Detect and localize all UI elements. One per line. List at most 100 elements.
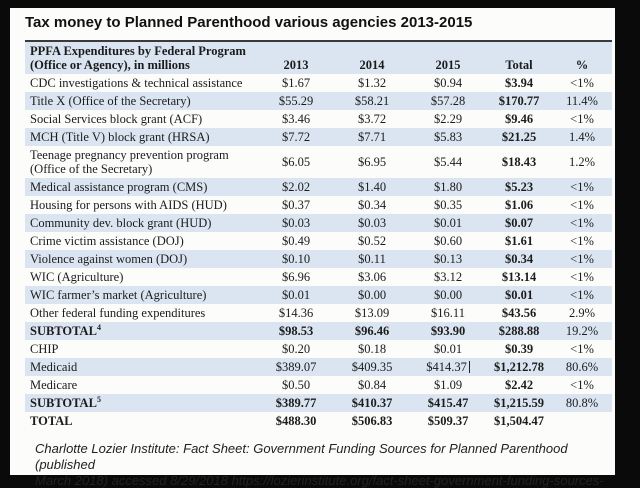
table-row: SUBTOTAL4 $98.53 $96.46 $93.90 $288.88 19.2% bbox=[25, 322, 612, 340]
cell-2015: $5.83 bbox=[433, 130, 463, 144]
cell-2014: $0.84 bbox=[357, 378, 387, 392]
row-label: MCH (Title V) block grant (HRSA) bbox=[30, 130, 210, 144]
column-header-2014: 2014 bbox=[334, 40, 410, 74]
table-body: CDC investigations & technical assistanc… bbox=[25, 74, 612, 430]
cell-2014: $0.11 bbox=[358, 252, 386, 266]
cell-percent bbox=[552, 412, 612, 430]
cell-2015: $415.47 bbox=[427, 396, 469, 410]
cell-2013: $1.67 bbox=[281, 76, 311, 90]
cell-total: $1.06 bbox=[504, 198, 534, 212]
cell-total: $0.01 bbox=[504, 288, 534, 302]
header-label-line1: PPFA Expenditures by Federal Program bbox=[30, 44, 246, 58]
cell-total: $21.25 bbox=[501, 130, 537, 144]
table-row: Medical assistance program (CMS) $2.02 $1.… bbox=[25, 178, 612, 196]
cell-2015: $1.80 bbox=[433, 180, 463, 194]
cell-2014: $58.21 bbox=[354, 94, 390, 108]
row-label: WIC farmer’s market (Agriculture) bbox=[30, 288, 207, 302]
table-row: Violence against women (DOJ) $0.10 $0.11 $0… bbox=[25, 250, 612, 268]
cell-total: $0.07 bbox=[504, 216, 534, 230]
cell-2014: $0.52 bbox=[357, 234, 387, 248]
cell-2013: $3.46 bbox=[281, 112, 311, 126]
cell-2014: $410.37 bbox=[351, 396, 393, 410]
cell-percent: <1% bbox=[570, 378, 594, 392]
cell-2015: $0.01 bbox=[433, 216, 463, 230]
cell-total: $1,215.59 bbox=[494, 396, 544, 410]
cell-2013: $0.20 bbox=[281, 342, 311, 356]
cell-total: $18.43 bbox=[501, 155, 537, 169]
cell-total: $1,212.78 bbox=[494, 360, 544, 374]
cell-2015: $0.35 bbox=[433, 198, 463, 212]
cell-2014: $409.35 bbox=[351, 360, 393, 374]
cell-percent: <1% bbox=[570, 288, 594, 302]
cell-total: $2.42 bbox=[504, 378, 534, 392]
cell-2013: $0.10 bbox=[281, 252, 311, 266]
cell-percent: <1% bbox=[570, 234, 594, 248]
cell-percent: 80.6% bbox=[565, 360, 599, 374]
row-label: Medicaid bbox=[30, 360, 78, 374]
cell-2013: $2.02 bbox=[281, 180, 311, 194]
cell-2014: $506.83 bbox=[351, 414, 393, 428]
row-label: SUBTOTAL4 bbox=[30, 322, 101, 338]
row-label: SUBTOTAL5 bbox=[30, 394, 101, 410]
cell-2015: $1.09 bbox=[433, 378, 463, 392]
cell-percent: <1% bbox=[570, 180, 594, 194]
header-label-line2: (Office or Agency), in millions bbox=[30, 58, 190, 72]
cell-2013: $0.03 bbox=[281, 216, 311, 230]
row-label: Community dev. block grant (HUD) bbox=[30, 216, 212, 230]
cell-percent: <1% bbox=[570, 76, 594, 90]
row-label: Violence against women (DOJ) bbox=[30, 252, 188, 266]
row-label: Teenage pregnancy prevention program (Off… bbox=[30, 148, 229, 176]
table-row: Crime victim assistance (DOJ) $0.49 $0.52 $… bbox=[25, 232, 612, 250]
cell-total: $9.46 bbox=[504, 112, 534, 126]
table-row: MCH (Title V) block grant (HRSA) $7.72 $7.… bbox=[25, 128, 612, 146]
cell-2014: $0.00 bbox=[357, 288, 387, 302]
cell-2015: $3.12 bbox=[433, 270, 463, 284]
cell-percent: <1% bbox=[570, 342, 594, 356]
column-header-percent: % bbox=[552, 40, 612, 74]
table-row: Other federal funding expenditures $14.36… bbox=[25, 304, 612, 322]
cell-2015: $0.01 bbox=[433, 342, 463, 356]
cell-2013: $98.53 bbox=[278, 324, 314, 338]
row-label: Social Services block grant (ACF) bbox=[30, 112, 203, 126]
cell-total: $1,504.47 bbox=[494, 414, 544, 428]
cell-percent: 80.8% bbox=[565, 396, 599, 410]
cell-2013: $55.29 bbox=[278, 94, 314, 108]
column-header-program: PPFA Expenditures by Federal Program (Of… bbox=[25, 40, 258, 74]
cell-2015: $0.94 bbox=[433, 76, 463, 90]
cell-2015: $0.00 bbox=[433, 288, 463, 302]
cell-percent: 1.2% bbox=[568, 155, 596, 169]
cell-percent: 19.2% bbox=[565, 324, 599, 338]
text-cursor bbox=[468, 361, 470, 373]
cell-2015[interactable]: $414.37 bbox=[410, 358, 486, 376]
cell-2014: $3.72 bbox=[357, 112, 387, 126]
cell-total: $288.88 bbox=[498, 324, 540, 338]
cell-total: $43.56 bbox=[501, 306, 537, 320]
cell-2014: $7.71 bbox=[357, 130, 387, 144]
cell-total: $0.34 bbox=[504, 252, 534, 266]
cell-2014: $0.03 bbox=[357, 216, 387, 230]
table-row: CDC investigations & technical assistanc… bbox=[25, 74, 612, 92]
cell-2013: $0.50 bbox=[281, 378, 311, 392]
cell-2013: $0.49 bbox=[281, 234, 311, 248]
page-title: Tax money to Planned Parenthood various … bbox=[25, 14, 473, 31]
table-row: Housing for persons with AIDS (HUD) $0.37… bbox=[25, 196, 612, 214]
cell-2013: $0.37 bbox=[281, 198, 311, 212]
cell-2014: $1.32 bbox=[357, 76, 387, 90]
cell-percent: <1% bbox=[570, 198, 594, 212]
cell-2015: $0.13 bbox=[433, 252, 463, 266]
cell-percent: <1% bbox=[570, 270, 594, 284]
citation-line-1: Charlotte Lozier Institute: Fact Sheet: … bbox=[35, 441, 568, 472]
cell-percent: <1% bbox=[570, 112, 594, 126]
cell-2015: $16.11 bbox=[431, 306, 465, 320]
row-label: Crime victim assistance (DOJ) bbox=[30, 234, 184, 248]
cell-2014: $6.95 bbox=[357, 155, 387, 169]
column-header-total: Total bbox=[486, 40, 552, 74]
table-row: WIC (Agriculture) $6.96 $3.06 $3.12 $13.14 <1… bbox=[25, 268, 612, 286]
cell-percent: <1% bbox=[570, 252, 594, 266]
table-row: Community dev. block grant (HUD) $0.03 $0.… bbox=[25, 214, 612, 232]
table-row: SUBTOTAL5 $389.77 $410.37 $415.47 $1,215.59 8… bbox=[25, 394, 612, 412]
cell-total: $3.94 bbox=[504, 76, 534, 90]
table-row: TOTAL $488.30 $506.83 $509.37 $1,504.47 bbox=[25, 412, 612, 430]
row-label: WIC (Agriculture) bbox=[30, 270, 124, 284]
cell-2013: $389.07 bbox=[275, 360, 317, 374]
